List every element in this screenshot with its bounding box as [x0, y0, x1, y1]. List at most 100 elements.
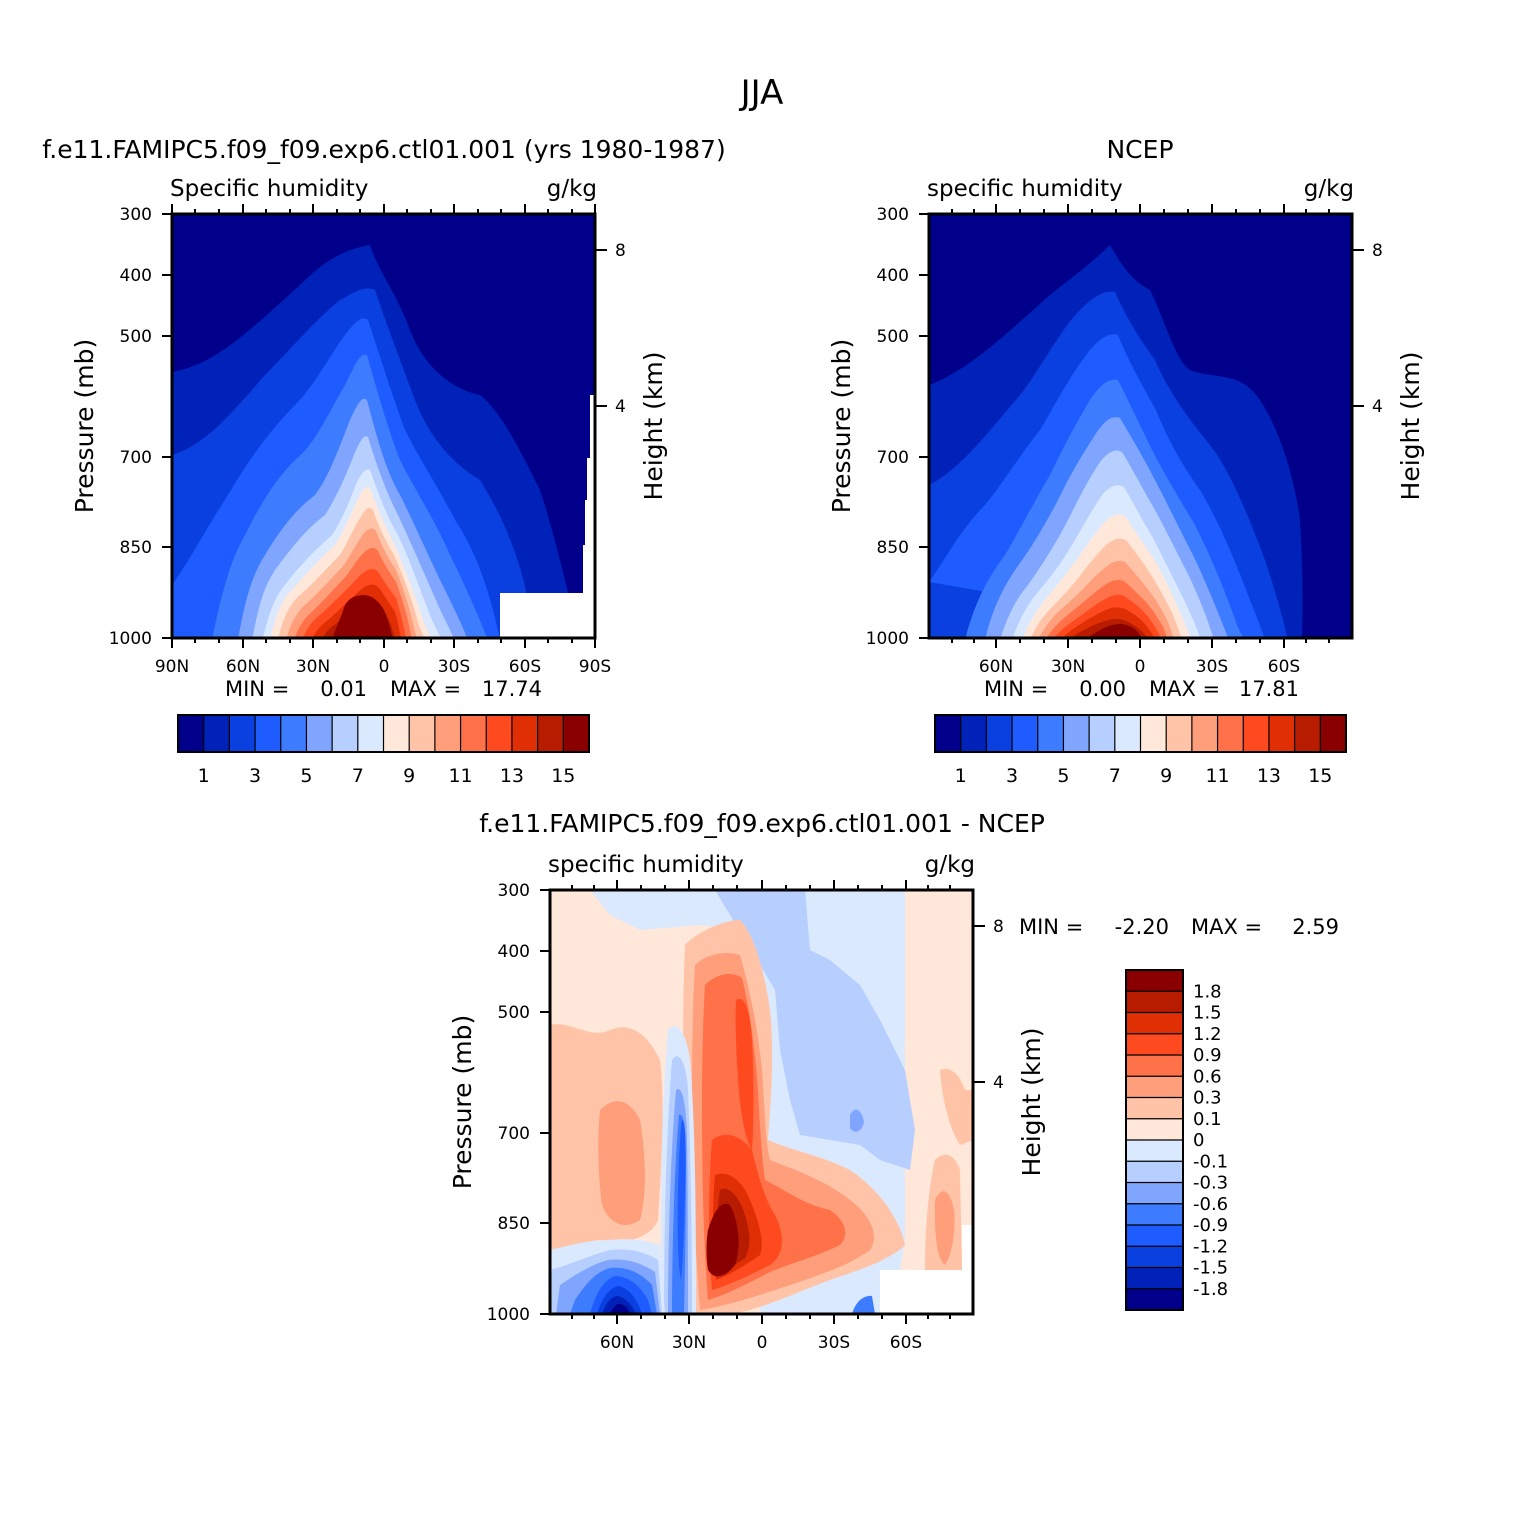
y-axis-label: Pressure (mb)	[70, 339, 99, 513]
x-tick-label: 60S	[890, 1333, 922, 1353]
topography-mask	[500, 593, 595, 638]
min-label: MIN =	[1019, 915, 1083, 939]
y-tick-label: 1000	[109, 629, 152, 649]
y-tick-label: 300	[877, 205, 909, 225]
topography-mask	[880, 1270, 973, 1314]
colorbar-swatch	[383, 715, 410, 752]
contour-level	[677, 1120, 686, 1280]
colorbar-swatch	[486, 715, 513, 752]
colorbar-swatch	[1217, 715, 1244, 752]
colorbar-swatch	[511, 715, 539, 752]
variable-label: Specific humidity	[170, 176, 368, 202]
y-tick-label: 700	[120, 448, 152, 468]
topography-mask	[962, 1225, 973, 1275]
colorbar-swatch	[1126, 1076, 1183, 1098]
contour-level	[940, 1068, 973, 1145]
colorbar: 1 3 5 7 9 11 13 15	[177, 714, 590, 787]
x-tick-label: 30S	[438, 657, 470, 677]
units-label: g/kg	[1304, 176, 1354, 202]
x-tick-label: 60S	[1268, 657, 1300, 677]
y2-axis-label: Height (km)	[1017, 1028, 1046, 1177]
colorbar-tick-label: -0.9	[1193, 1215, 1228, 1236]
colorbar-swatch	[306, 715, 333, 752]
contour-field	[172, 214, 595, 638]
colorbar-swatch	[986, 715, 1013, 752]
colorbar-swatch	[1126, 1118, 1183, 1141]
max-label: MAX =	[1149, 677, 1220, 701]
y2-tick-label: 4	[615, 397, 626, 417]
y-tick-label: 400	[498, 942, 530, 962]
colorbar-swatch	[1126, 1012, 1183, 1035]
y-tick-label: 850	[120, 538, 152, 558]
contour-level	[934, 1191, 955, 1265]
units-label: g/kg	[547, 176, 597, 202]
panel-difference: f.e11.FAMIPC5.f09_f09.exp6.ctl01.001 - N…	[448, 809, 1339, 1353]
x-tick-label: 60N	[226, 657, 260, 677]
figure-title: JJA	[739, 73, 784, 113]
contour-field	[929, 214, 1352, 638]
colorbar-tick-label: 1.8	[1193, 981, 1222, 1002]
x-tick-label: 30N	[672, 1333, 706, 1353]
colorbar-swatch	[1063, 715, 1090, 752]
colorbar-tick-label: 9	[403, 765, 415, 787]
y-tick-label: 300	[498, 881, 530, 901]
x-tick-label: 0	[1135, 657, 1146, 677]
colorbar-tick-label: 5	[300, 765, 312, 787]
x-tick-label: 60N	[979, 657, 1013, 677]
colorbar-tick-label: 0.9	[1193, 1045, 1222, 1066]
colorbar-swatch	[357, 715, 384, 752]
colorbar: 1 3 5 7 9 11 13 15	[934, 714, 1347, 787]
colorbar-tick-label: -1.5	[1193, 1258, 1228, 1279]
colorbar-swatch	[1126, 1288, 1183, 1311]
x-tick-label: 30N	[296, 657, 330, 677]
ticks	[919, 204, 1364, 648]
colorbar-swatch	[1126, 1267, 1183, 1290]
colorbar-swatch	[1126, 1033, 1183, 1056]
y2-tick-label: 8	[1372, 241, 1383, 261]
x-tick-label: 0	[757, 1333, 768, 1353]
min-value: 0.01	[320, 677, 367, 701]
contour-level	[706, 1203, 739, 1277]
colorbar-tick-label: 1.5	[1193, 1003, 1222, 1024]
colorbar-tick-label: 1	[198, 765, 210, 787]
colorbar-tick-label: -0.1	[1193, 1151, 1228, 1172]
max-label: MAX =	[1191, 915, 1262, 939]
colorbar-tick-label: 0.3	[1193, 1088, 1222, 1109]
y-tick-label: 850	[498, 1214, 530, 1234]
y2-tick-label: 8	[615, 241, 626, 261]
colorbar-swatch	[178, 715, 205, 752]
colorbar-swatch	[960, 715, 987, 752]
colorbar-swatch	[1166, 715, 1193, 752]
y-axis-label: Pressure (mb)	[827, 339, 856, 513]
panel-title: NCEP	[1106, 135, 1173, 164]
colorbar-frame	[934, 714, 1347, 753]
contour-level	[850, 1109, 864, 1132]
x-tick-label: 90N	[155, 657, 189, 677]
colorbar-swatch	[537, 715, 564, 752]
ticks	[540, 880, 985, 1324]
panel-ncep: NCEP specific humidity g/kg	[827, 135, 1425, 787]
colorbar-tick-label: 0.6	[1193, 1066, 1222, 1087]
colorbar-swatch	[434, 715, 462, 752]
panel-title: f.e11.FAMIPC5.f09_f09.exp6.ctl01.001 - N…	[479, 809, 1045, 838]
colorbar-swatch	[280, 715, 307, 752]
colorbar-swatch	[1114, 715, 1141, 752]
colorbar-swatch	[1126, 991, 1183, 1013]
y-tick-label: 400	[877, 266, 909, 286]
colorbar-swatch	[1012, 715, 1039, 752]
colorbar-tick-label: 15	[1308, 765, 1332, 787]
colorbar-tick-label: -1.8	[1193, 1279, 1228, 1300]
y2-tick-label: 8	[993, 917, 1004, 937]
x-tick-label: 0	[379, 657, 390, 677]
colorbar-swatch	[409, 715, 436, 752]
x-tick-label: 30S	[818, 1333, 850, 1353]
colorbar-swatch	[1294, 715, 1321, 752]
min-label: MIN =	[984, 677, 1048, 701]
colorbar-swatch	[1191, 715, 1219, 752]
colorbar-tick-label: 13	[500, 765, 524, 787]
contour-field	[550, 890, 973, 1314]
colorbar-swatch	[203, 715, 230, 752]
topography-mask	[583, 395, 595, 638]
max-label: MAX =	[390, 677, 461, 701]
contour-level	[610, 1303, 630, 1314]
